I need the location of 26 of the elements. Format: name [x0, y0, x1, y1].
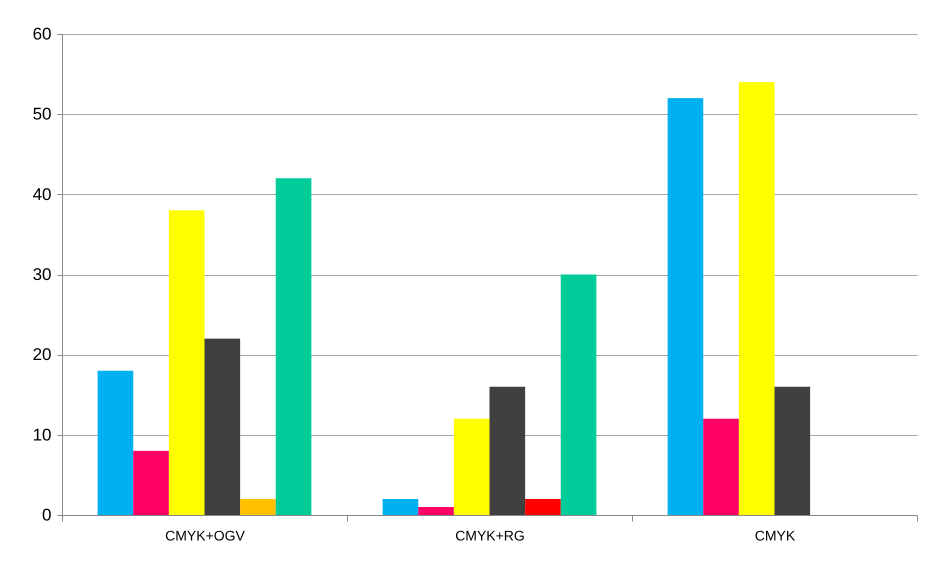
y-tick-label: 10 [32, 425, 52, 444]
bar [382, 498, 418, 515]
y-tick-label: 20 [32, 345, 52, 364]
y-tick-label: 60 [32, 24, 52, 44]
bar [560, 274, 596, 515]
bar [276, 178, 312, 515]
x-tick-label: CMYK [754, 528, 796, 544]
bar [133, 450, 169, 515]
y-tick-label: 40 [32, 184, 52, 204]
bar [240, 498, 276, 515]
y-tick-label: 50 [32, 104, 52, 124]
bar [98, 370, 134, 515]
x-tick-label: CMYK+OGV [165, 528, 246, 544]
y-tick-label: 30 [32, 265, 52, 284]
bar [738, 82, 774, 515]
bar [703, 418, 739, 515]
bar [490, 386, 526, 515]
bar [418, 506, 454, 515]
bar [668, 98, 704, 515]
bar [168, 210, 204, 515]
bar [774, 386, 810, 515]
bar [454, 418, 490, 515]
y-tick-label: 0 [42, 506, 52, 524]
x-tick-label: CMYK+RG [455, 528, 525, 544]
bar [204, 338, 240, 515]
bar [525, 498, 561, 515]
